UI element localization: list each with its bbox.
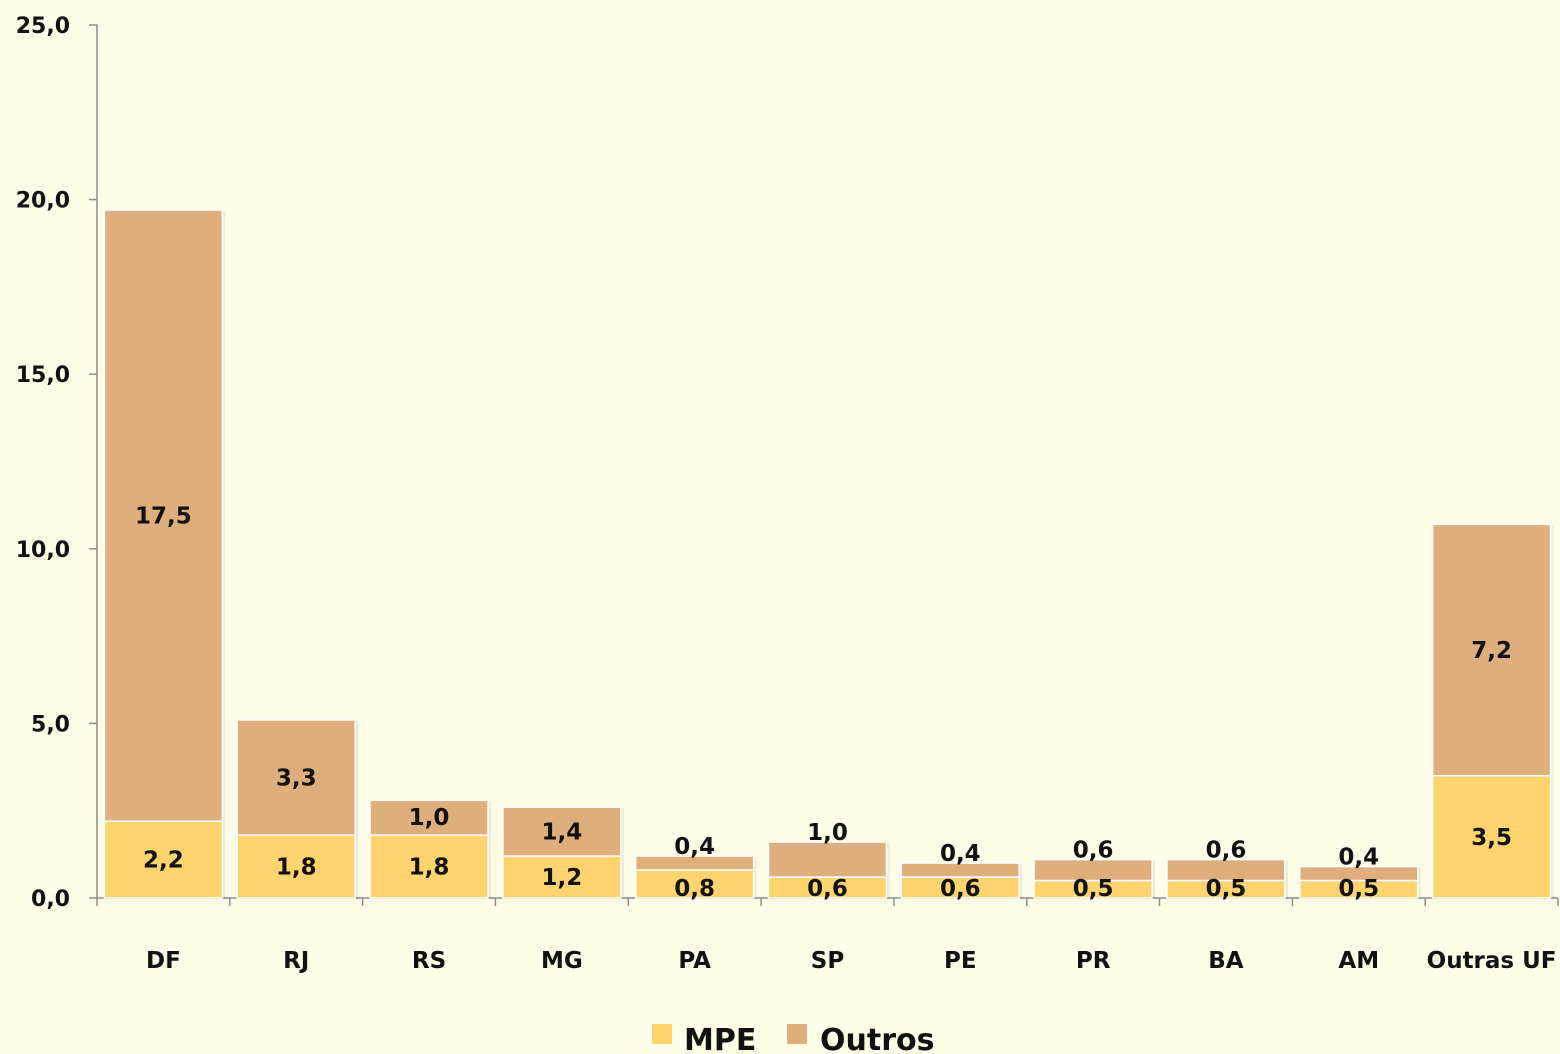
data-label-mpe: 2,2 <box>143 848 184 874</box>
data-label-outros: 1,0 <box>807 820 848 846</box>
x-category-label: DF <box>146 948 181 974</box>
x-category-label: MG <box>541 948 583 974</box>
bar-segment-outros <box>634 855 755 871</box>
data-label-mpe: 1,2 <box>541 865 582 891</box>
data-label-mpe: 1,8 <box>276 855 317 881</box>
data-label-mpe: 0,8 <box>674 876 715 902</box>
chart-axes: 0,0 5,0 10,0 15,0 20,0 25,0 DF RJ RS MG PA SP PE PR BA… <box>16 14 1559 974</box>
bar-segment-outros <box>1033 858 1153 882</box>
bar-segment-outros <box>502 806 622 857</box>
data-label-outros: 3,3 <box>276 766 317 792</box>
data-label-outros: 0,4 <box>940 841 981 867</box>
bar-segment-mpe <box>1431 775 1552 899</box>
data-label-outros: 0,4 <box>1338 845 1379 871</box>
data-label-outros: 0,6 <box>1206 838 1247 864</box>
bar-segment-outros <box>767 841 888 878</box>
bar-segment-mpe <box>369 834 489 899</box>
chart-legend: MPE Outros <box>652 1023 934 1054</box>
y-tick-label: 25,0 <box>16 14 70 39</box>
data-label-mpe: 0,6 <box>807 876 848 902</box>
data-label-outros: 1,4 <box>541 820 582 846</box>
data-label-outros: 0,6 <box>1073 838 1114 864</box>
data-label-outros: 7,2 <box>1471 638 1512 664</box>
legend-swatch-outros <box>787 1024 807 1044</box>
data-label-mpe: 0,5 <box>1073 876 1114 902</box>
bar-segment-outros <box>1431 523 1552 777</box>
data-label-mpe: 3,5 <box>1471 825 1512 851</box>
bar-segment-mpe <box>502 855 622 899</box>
y-tick-label: 5,0 <box>31 712 70 737</box>
bar-segment-outros <box>103 209 224 822</box>
data-label-outros: 0,4 <box>674 834 715 860</box>
data-label-mpe: 1,8 <box>409 855 450 881</box>
data-label-mpe: 0,5 <box>1206 876 1247 902</box>
bar-segment-outros <box>236 719 356 836</box>
x-category-label: PA <box>678 948 711 974</box>
y-tick-label: 10,0 <box>16 538 70 563</box>
x-category-label: BA <box>1208 948 1244 974</box>
x-category-label: SP <box>811 948 844 974</box>
x-category-label: RJ <box>283 948 309 974</box>
y-tick-label: 20,0 <box>16 189 70 214</box>
data-label-mpe: 0,6 <box>940 876 981 902</box>
x-category-label: AM <box>1338 948 1379 974</box>
data-label-outros: 1,0 <box>409 805 450 831</box>
bar-segment-mpe <box>236 834 356 899</box>
bar-segment-outros <box>369 799 489 836</box>
bar-segment-outros <box>1299 865 1419 882</box>
x-category-label: Outras UF <box>1427 948 1557 974</box>
x-category-label: PR <box>1076 948 1111 974</box>
x-category-label: PE <box>944 948 977 974</box>
legend-label-mpe: MPE <box>684 1023 756 1054</box>
legend-label-outros: Outros <box>820 1023 934 1054</box>
legend-swatch-mpe <box>652 1024 672 1044</box>
y-tick-label: 0,0 <box>31 887 70 912</box>
y-tick-label: 15,0 <box>16 363 70 388</box>
bar-segment-mpe <box>103 820 224 899</box>
bar-segment-outros <box>900 862 1021 878</box>
x-category-label: RS <box>412 948 446 974</box>
chart-bars <box>103 209 1554 899</box>
chart-data-labels: 2,2 17,5 1,8 3,3 1,8 1,0 1,2 1,4 0,8 0,4 0,6 1,0 0,6… <box>135 504 1512 902</box>
bar-segment-mpe <box>634 869 755 899</box>
bar-segment-outros <box>1166 858 1286 882</box>
data-label-mpe: 0,5 <box>1338 876 1379 902</box>
data-label-outros: 17,5 <box>135 504 192 530</box>
